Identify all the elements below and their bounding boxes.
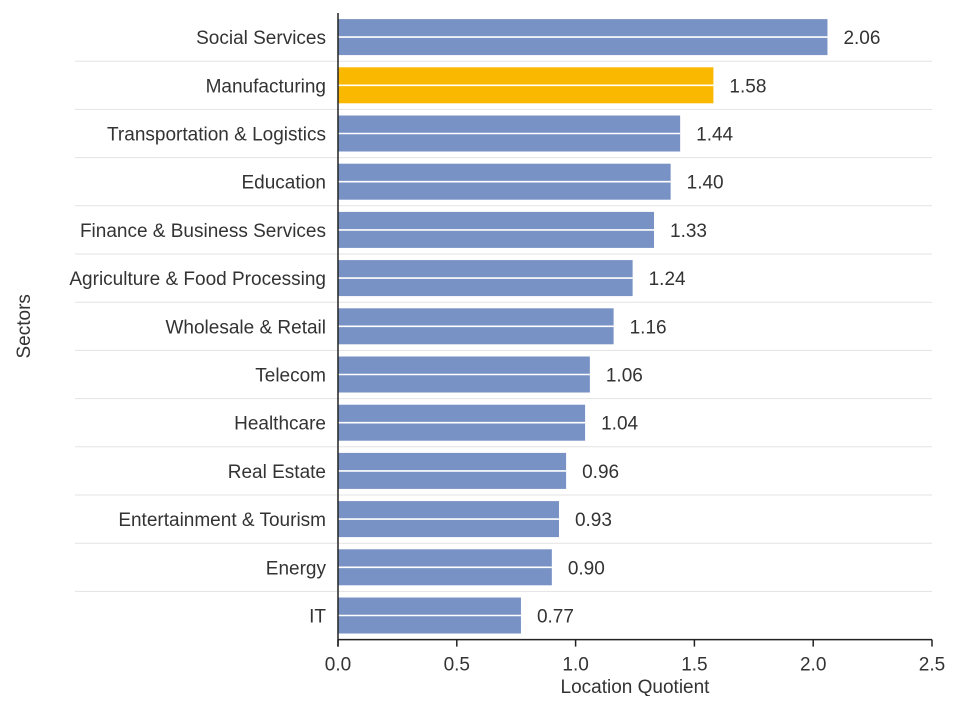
bars <box>338 19 828 634</box>
value-label: 0.90 <box>568 558 605 579</box>
grid-lines <box>75 60 932 592</box>
category-label: Healthcare <box>234 414 326 435</box>
value-label: 0.96 <box>582 462 619 483</box>
category-label: Wholesale & Retail <box>165 317 326 338</box>
category-label: Manufacturing <box>206 76 326 97</box>
value-label: 2.06 <box>843 28 880 49</box>
value-label: 1.40 <box>687 173 724 194</box>
category-label: Agriculture & Food Processing <box>69 269 326 290</box>
value-label: 0.77 <box>537 607 574 628</box>
x-tick-label: 0.0 <box>325 655 351 676</box>
category-label: Transportation & Logistics <box>107 125 326 146</box>
x-tick-label: 2.0 <box>800 655 826 676</box>
category-label: Entertainment & Tourism <box>118 510 326 531</box>
x-tick-label: 2.5 <box>919 655 945 676</box>
value-label: 1.04 <box>601 414 638 435</box>
category-label: Telecom <box>255 366 326 387</box>
y-axis-title: Sectors <box>14 294 35 358</box>
value-label: 1.33 <box>670 221 707 242</box>
category-label: IT <box>309 607 326 628</box>
value-label: 0.93 <box>575 510 612 531</box>
category-label: Education <box>241 173 326 194</box>
value-label: 1.06 <box>606 366 643 387</box>
value-label: 1.16 <box>630 317 667 338</box>
category-label: Finance & Business Services <box>80 221 326 242</box>
category-label: Energy <box>266 558 327 579</box>
labels: Social Services 2.06 Manufacturing 1.58 Tran… <box>69 28 945 676</box>
x-tick-label: 1.5 <box>681 655 707 676</box>
x-tick-label: 0.5 <box>444 655 470 676</box>
value-label: 1.44 <box>696 125 733 146</box>
axes <box>337 13 933 647</box>
x-axis-title: Location Quotient <box>561 677 711 696</box>
value-label: 1.24 <box>649 269 686 290</box>
x-tick-label: 1.0 <box>562 655 588 676</box>
value-label: 1.58 <box>729 76 766 97</box>
category-label: Social Services <box>196 28 326 49</box>
category-label: Real Estate <box>228 462 326 483</box>
